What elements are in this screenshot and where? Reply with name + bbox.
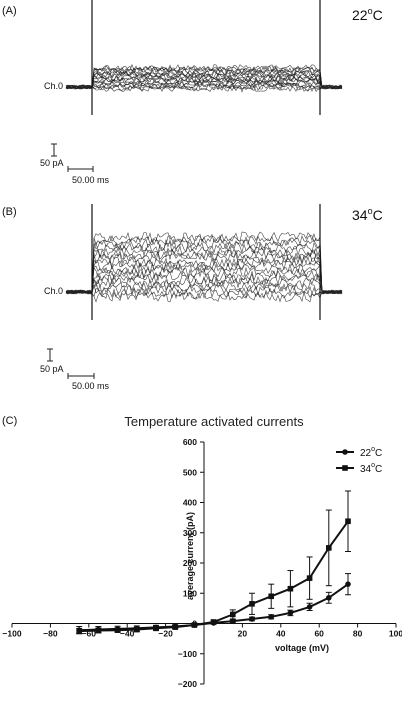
- series-34-point: [326, 545, 332, 551]
- panel-a-trace: [65, 82, 343, 90]
- legend-22-label: 22oC: [360, 446, 382, 459]
- series-22-point: [306, 604, 313, 610]
- x-tick-label: −60: [82, 629, 97, 639]
- y-tick-label: −100: [178, 649, 197, 659]
- chart-series: [76, 490, 351, 635]
- series-22-point: [249, 616, 255, 622]
- x-tick-label: −100: [2, 629, 21, 639]
- panel-b-trace: [65, 238, 343, 295]
- panel-a-trace: [65, 76, 343, 90]
- panel-b-scale-current: 50 pA: [40, 364, 64, 374]
- panel-b-current-traces: [65, 204, 343, 320]
- x-tick-label: −40: [120, 629, 135, 639]
- panel-b-temperature: 34oC: [352, 206, 383, 223]
- series-34-point: [345, 518, 351, 525]
- series-34-point: [76, 628, 82, 634]
- series-34-point: [172, 624, 178, 630]
- panel-b-trace: [65, 283, 343, 297]
- panel-a-scale-bar: 50 pA 50.00 ms: [40, 143, 110, 185]
- chart-axes: −100 −80 −60 −40 −20 20 40 60 80 100 −200 −100 100 20…: [2, 437, 402, 689]
- series-22-point: [268, 614, 275, 620]
- panel-b-trace: [65, 231, 343, 294]
- x-tick-label: 20: [238, 629, 248, 639]
- panel-a-temperature: 22oC: [352, 6, 383, 23]
- series-22-point: [287, 610, 294, 616]
- panel-b-scale-time: 50.00 ms: [72, 381, 110, 391]
- series-34-point: [287, 585, 294, 592]
- legend-22-marker: [342, 449, 348, 455]
- panel-b-label: (B): [2, 206, 17, 218]
- y-tick-label: 500: [183, 467, 197, 477]
- panel-b-trace: [65, 266, 343, 295]
- panel-b-trace: [65, 248, 343, 294]
- panel-b-trace: [65, 276, 343, 295]
- panel-b-trace: [65, 289, 343, 303]
- x-tick-label: 40: [276, 629, 286, 639]
- y-tick-label: 200: [183, 558, 197, 568]
- panel-b-trace: [65, 273, 343, 295]
- panel-a-trace: [65, 65, 343, 90]
- x-tick-label: 60: [314, 629, 324, 639]
- legend-34-label: 34oC: [360, 462, 382, 475]
- panel-a-trace: [65, 70, 343, 90]
- x-tick-label: −20: [158, 629, 173, 639]
- panel-a-scale-current: 50 pA: [40, 158, 64, 168]
- series-22-point: [326, 594, 332, 601]
- y-tick-label: 400: [183, 498, 197, 508]
- panel-a-scale-time: 50.00 ms: [72, 175, 110, 185]
- panel-b-trace: [65, 259, 343, 295]
- series-34-point: [134, 626, 140, 633]
- series-22-point: [230, 618, 236, 624]
- chart-title: Temperature activated currents: [124, 414, 304, 429]
- panel-b-trace: [65, 255, 343, 295]
- series-34-point: [249, 601, 255, 607]
- panel-b-trace: [65, 287, 343, 300]
- series-34-point: [95, 627, 102, 634]
- series-34-point: [268, 593, 274, 600]
- panel-c: (C) Temperature activated currents −100−…: [2, 414, 402, 689]
- series-34-point: [114, 627, 121, 633]
- panel-a-channel-label: Ch.0: [44, 81, 63, 91]
- series-22-point: [345, 581, 351, 587]
- x-axis-title: voltage (mV): [275, 643, 329, 653]
- legend-34-marker: [342, 465, 348, 471]
- panel-b-channel-label: Ch.0: [44, 286, 63, 296]
- series-34-point: [230, 611, 236, 618]
- y-tick-label: −200: [178, 679, 197, 689]
- panel-b-trace: [65, 245, 343, 295]
- x-tick-label: 100: [389, 629, 402, 639]
- panel-b-trace: [65, 241, 343, 295]
- x-tick-label: −80: [43, 629, 58, 639]
- panel-a-current-traces: [65, 0, 343, 115]
- chart-legend: 22oC 34oC: [336, 446, 382, 475]
- panel-a: (A) 22oC Ch.0 50 pA 50.00 ms: [2, 0, 383, 185]
- y-tick-label: 300: [183, 528, 197, 538]
- panel-c-label: (C): [2, 415, 17, 427]
- series-34-point: [153, 625, 159, 632]
- panel-a-trace: [65, 71, 342, 90]
- series-34-point: [210, 619, 217, 625]
- panel-b-trace: [65, 270, 343, 295]
- panel-b: (B) 34oC Ch.0 50 pA 50.00 ms: [2, 204, 383, 391]
- panel-a-trace: [65, 68, 342, 89]
- x-tick-label: 80: [353, 629, 363, 639]
- y-axis-title: average current (pA): [185, 512, 195, 600]
- y-tick-label: 100: [183, 588, 197, 598]
- panel-a-trace: [65, 63, 343, 90]
- y-tick-label: 600: [183, 437, 197, 447]
- panel-b-scale-bar: 50 pA 50.00 ms: [40, 348, 110, 391]
- panel-a-label: (A): [2, 5, 17, 17]
- series-34-point: [191, 622, 198, 628]
- series-34-point: [306, 575, 313, 581]
